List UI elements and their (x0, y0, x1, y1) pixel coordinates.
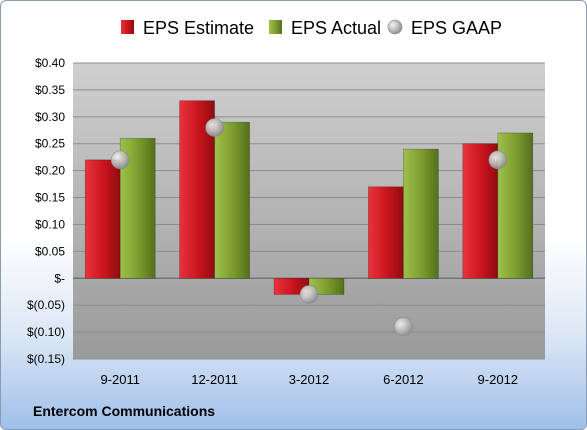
marker-eps-gaap (299, 285, 319, 304)
y-axis-ticks: $0.40 $0.35 $0.30 $0.25 $0.20 $0.15 $0.10 $0.05… (27, 56, 65, 366)
x-tick-label: 9-2011 (100, 372, 140, 387)
y-tick-label: $(0.05) (27, 298, 65, 312)
x-tick-label: 3-2012 (289, 372, 329, 387)
bar-eps-estimate (368, 186, 404, 279)
y-tick-label: $- (54, 271, 65, 285)
x-tick-label: 9-2012 (478, 372, 518, 387)
gaap-markers (110, 118, 508, 337)
y-tick-label: $0.35 (35, 83, 65, 97)
y-tick-label: $(0.10) (27, 325, 65, 339)
bars (84, 100, 534, 295)
marker-eps-gaap (205, 118, 224, 137)
y-tick-label: $0.20 (35, 164, 65, 178)
marker-eps-gaap (110, 150, 130, 170)
legend-label: EPS GAAP (411, 18, 502, 38)
y-tick-label: $0.10 (35, 217, 65, 231)
marker-eps-gaap (394, 317, 413, 337)
y-tick-label: $0.25 (35, 137, 65, 151)
x-tick-label: 6-2012 (383, 372, 423, 387)
bar-eps-actual (403, 148, 439, 279)
y-tick-label: $(0.15) (27, 352, 65, 366)
y-tick-label: $0.40 (35, 56, 65, 70)
bar-eps-estimate (84, 159, 121, 279)
company-name: Entercom Communications (33, 403, 216, 419)
y-tick-label: $0.05 (35, 244, 65, 258)
x-tick-label: 12-2011 (191, 372, 238, 387)
legend-swatch-gaap (387, 19, 403, 35)
y-tick-label: $0.15 (35, 191, 65, 205)
x-axis-ticks: 9-2011 12-2011 3-2012 6-2012 9-2012 (100, 372, 518, 387)
legend-label: EPS Actual (291, 18, 381, 38)
legend-swatch (121, 20, 134, 34)
y-tick-label: $0.30 (35, 110, 65, 124)
bar-eps-actual (214, 121, 250, 279)
legend-swatch (269, 20, 282, 34)
marker-eps-gaap (488, 150, 508, 170)
legend-label: EPS Estimate (143, 18, 254, 38)
legend: EPS Estimate EPS Actual EPS GAAP (121, 18, 502, 38)
